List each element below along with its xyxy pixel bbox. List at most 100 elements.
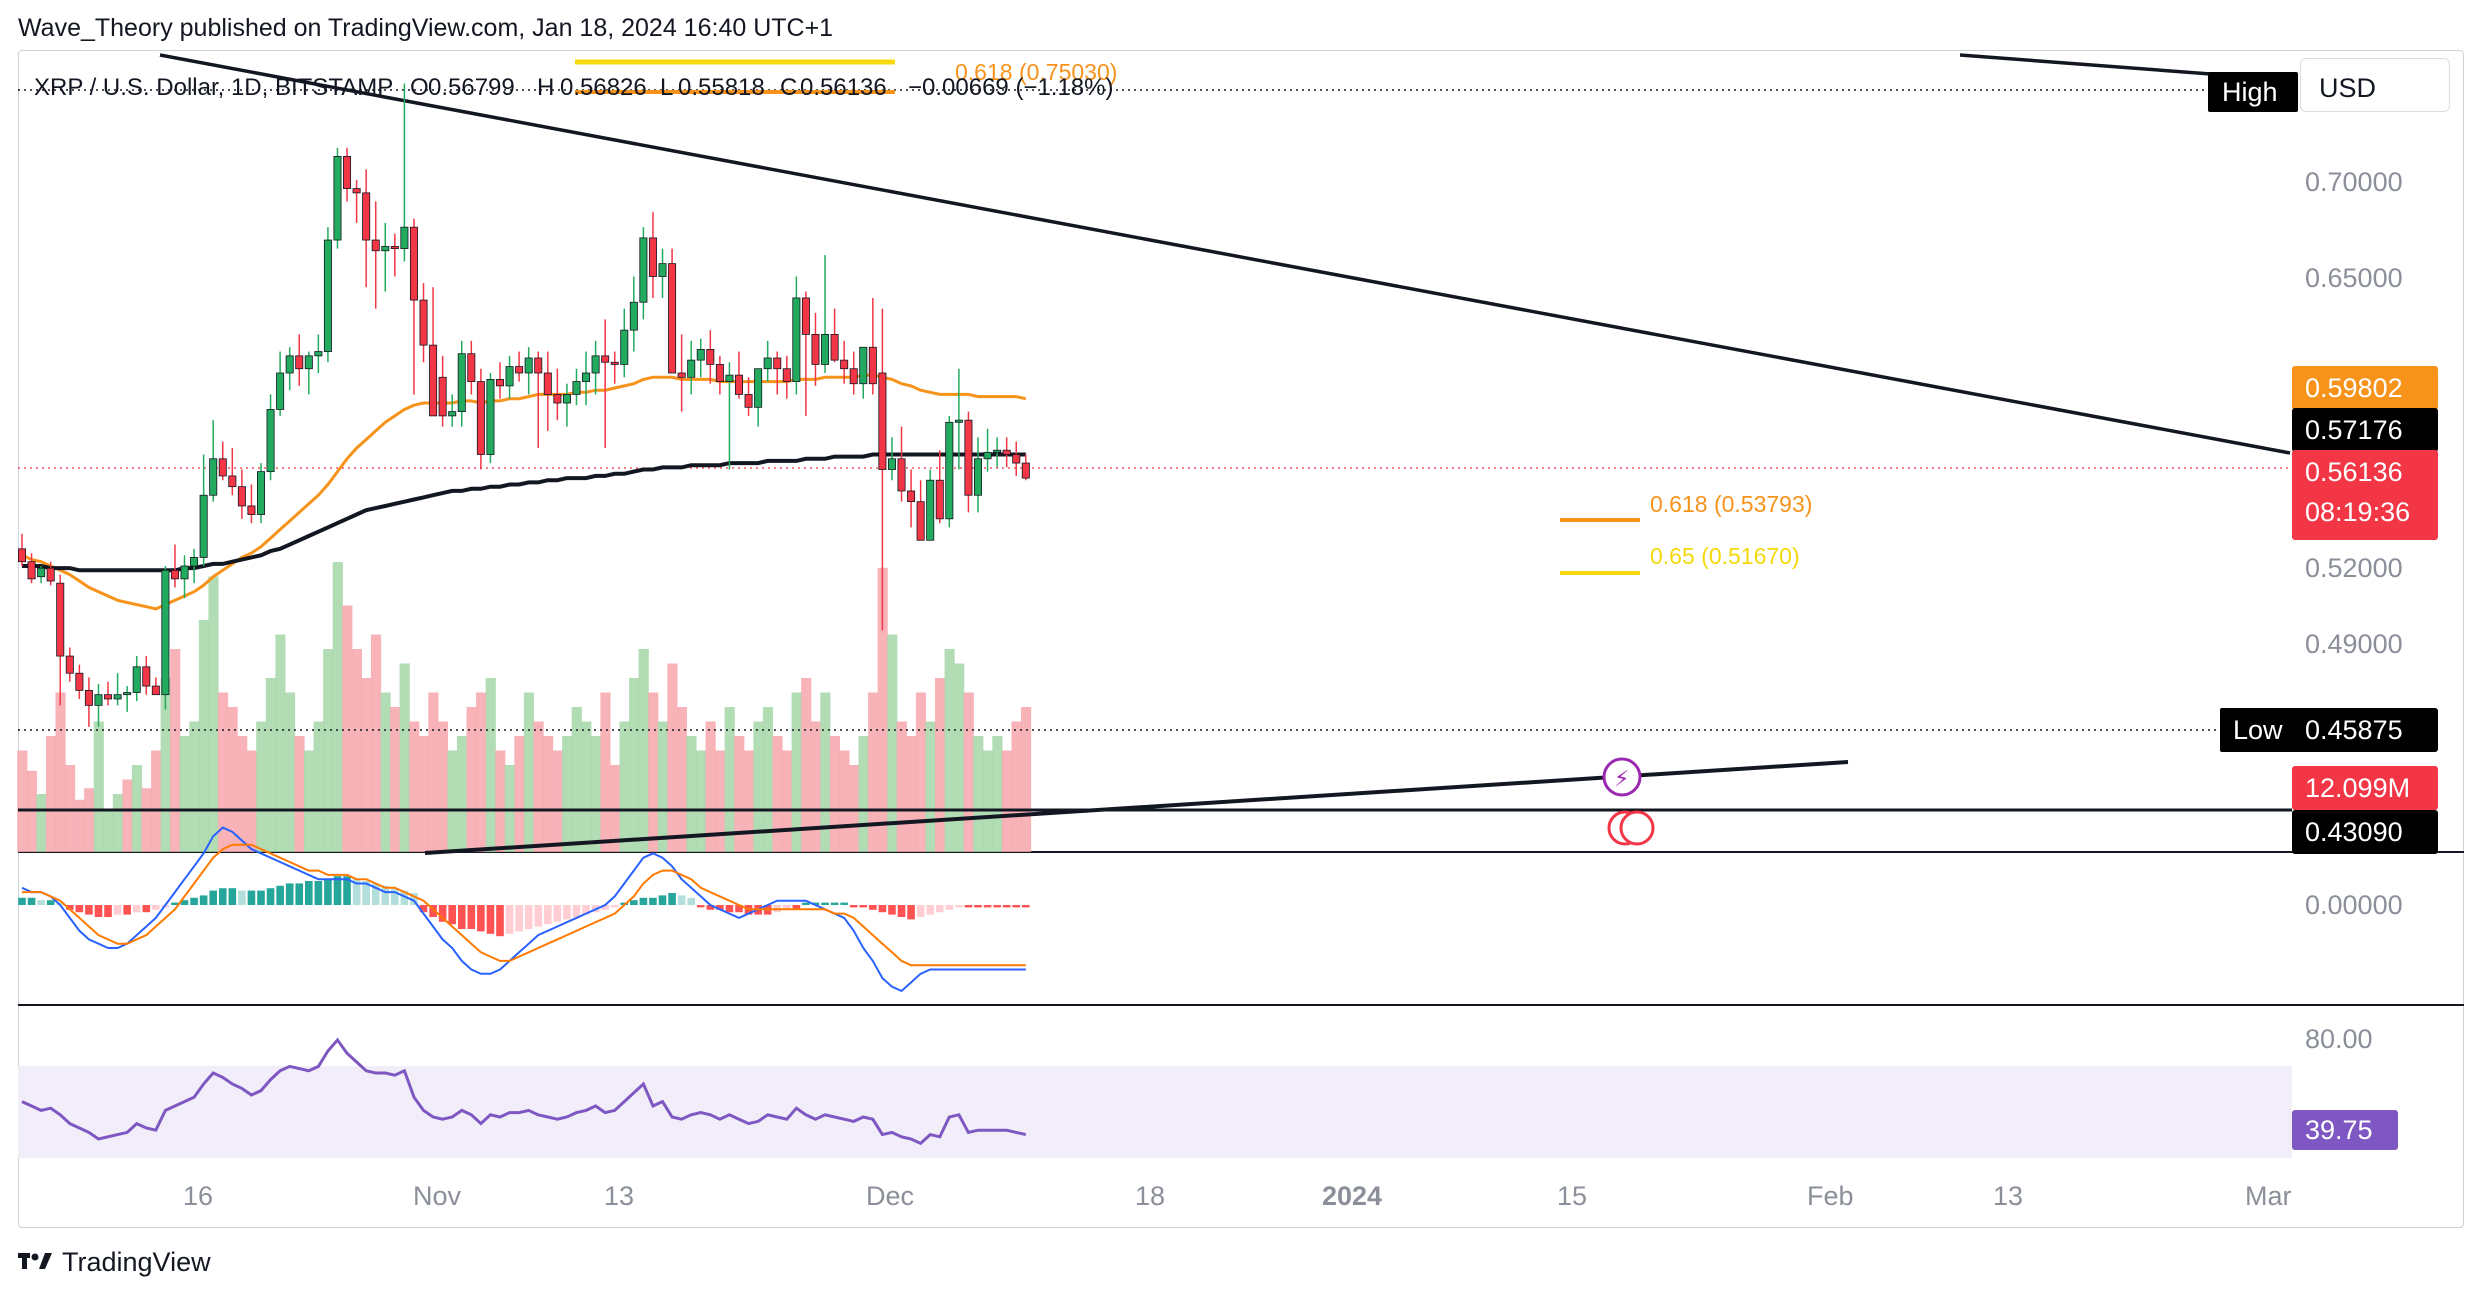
volume-bar [667, 663, 678, 852]
candle-body [429, 344, 438, 417]
volume-bar [332, 562, 343, 852]
fib-levels[interactable]: 0.618 (0.53793) 0.65 (0.51670) [1560, 491, 1812, 575]
candle-body [438, 376, 447, 417]
time-axis[interactable]: 16 Nov 13 Dec 18 2024 15 Feb 13 Mar [183, 1181, 2292, 1211]
candle-body [830, 333, 839, 361]
macd-histogram-bar [132, 905, 141, 913]
candle-body [123, 692, 132, 696]
candle-body [983, 451, 992, 460]
candle-body [1002, 449, 1011, 455]
candle-body [620, 329, 629, 365]
volume-bar [734, 736, 745, 852]
macd-histogram-bar [324, 878, 332, 905]
candle-body [706, 349, 715, 365]
volume-bar [74, 799, 85, 852]
low-price-tag [2292, 708, 2438, 752]
time-tick-mar: Mar [2245, 1181, 2292, 1211]
macd-histogram-bar [735, 905, 743, 913]
volume-bar [428, 692, 439, 852]
candle-body [582, 372, 591, 382]
volume-bar [629, 678, 640, 852]
currency-button[interactable]: USD [2300, 58, 2450, 112]
macd-histogram-bar [649, 897, 657, 905]
candle-body [190, 557, 199, 567]
volume-bar [600, 692, 611, 852]
candle-body [285, 355, 294, 374]
macd-histogram-bar [916, 905, 925, 917]
tradingview-brand[interactable]: TradingView [62, 1246, 211, 1277]
volume-bar [409, 721, 420, 852]
candlesticks [17, 83, 1030, 727]
symbol-label: XRP / U.S. Dollar, 1D, BITSTAMP [34, 74, 393, 101]
macd-histogram-bar [859, 905, 868, 908]
macd-histogram-bar [677, 895, 686, 905]
volume-bar [170, 649, 181, 852]
lightning-icon[interactable] [1602, 757, 1642, 797]
time-tick-18: 18 [1135, 1181, 1165, 1211]
macd-histogram-bar [238, 890, 246, 905]
macd-histogram-bar [926, 905, 934, 915]
volume-bar [112, 794, 123, 852]
macd-histogram-bar [696, 905, 705, 908]
candle-body [610, 361, 619, 365]
macd-histogram-bar [572, 905, 581, 917]
candle-body [46, 567, 55, 582]
volume-bar [122, 779, 133, 852]
price-tick-049: 0.49000 [2305, 629, 2403, 659]
volume-bar [695, 750, 707, 852]
macd-histogram-bar [716, 905, 724, 910]
macd-histogram-bar [438, 905, 447, 922]
macd-histogram-bar [66, 905, 74, 910]
volume-bar [55, 692, 66, 852]
candle-body [323, 239, 332, 352]
candle-body [935, 479, 944, 520]
volume-bar [237, 736, 248, 852]
candle-body [859, 346, 868, 385]
candle-body [897, 458, 906, 492]
descending-trendline[interactable] [159, 53, 2291, 455]
candle-body [964, 419, 973, 496]
macd-histogram-bar [352, 878, 361, 905]
macd-histogram-bar [142, 905, 151, 913]
candle-body [314, 351, 323, 357]
volume-value: 12.099M [2305, 773, 2410, 803]
macd-tick-0: 0.00000 [2305, 890, 2403, 920]
macd-histogram-bar [553, 905, 562, 922]
candle-body [467, 353, 476, 382]
volume-bar [810, 721, 821, 852]
candle-body [209, 458, 218, 496]
volume-bar [676, 707, 688, 852]
candle-body [256, 471, 265, 515]
volume-bar [925, 721, 936, 852]
flag-icon-2[interactable] [1619, 810, 1655, 846]
candle-body [868, 346, 877, 385]
volume-bar [495, 750, 506, 852]
candle-body [811, 333, 820, 365]
macd-histogram-bar [333, 876, 342, 905]
candle-body [763, 357, 772, 370]
volume-bar [906, 736, 917, 852]
time-tick-2024: 2024 [1322, 1181, 1382, 1211]
macd-histogram-bar [37, 900, 45, 905]
ema200-price-value: 0.57176 [2305, 415, 2403, 445]
macd-histogram-bar [792, 905, 801, 910]
volume-bar [227, 707, 238, 852]
volume-bar [782, 750, 793, 852]
candle-body [1021, 462, 1030, 479]
price-axis[interactable]: 0.70000 0.65000 0.52000 0.49000 0.00000 … [2208, 72, 2438, 1150]
event-icons[interactable]: ⚡ [1602, 757, 1655, 846]
high-label: H [537, 74, 554, 101]
macd-histogram-bar [964, 905, 973, 908]
candle-body [1012, 454, 1021, 464]
candle-body [228, 475, 237, 488]
candle-body [926, 479, 935, 541]
candle-body [218, 458, 227, 477]
volume-bar [514, 736, 525, 852]
volume-bar [868, 692, 879, 852]
volume-bar [1021, 707, 1032, 852]
candle-body [945, 421, 954, 520]
macd-histogram-bar [1012, 905, 1021, 908]
macd-histogram-bar [477, 905, 485, 932]
volume-bar [944, 649, 955, 852]
